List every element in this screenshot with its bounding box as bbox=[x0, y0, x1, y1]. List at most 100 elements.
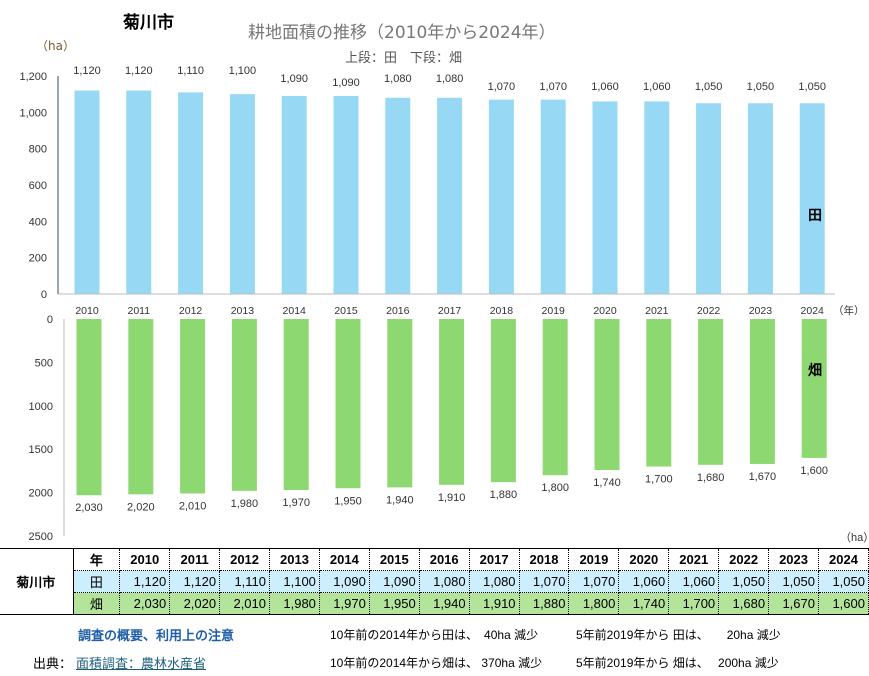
x-tick-label: 2013 bbox=[231, 305, 255, 317]
survey-notes-link[interactable]: 調査の概要、利用上の注意 bbox=[78, 629, 235, 644]
ta-cell: 1,110 bbox=[219, 570, 271, 593]
ha-data-label: 1,950 bbox=[334, 495, 362, 507]
ha-data-label: 1,670 bbox=[749, 471, 777, 483]
data-table: 菊川市年 2010 2011 2012 2013 2014 2015 2016 2017 2018… bbox=[0, 548, 869, 615]
ha-bar bbox=[801, 319, 827, 458]
year-cell: 2014 bbox=[319, 548, 370, 571]
ta-bar bbox=[592, 101, 618, 294]
ha-bar bbox=[76, 319, 102, 496]
ha-cell: 1,680 bbox=[718, 592, 770, 615]
note-ha-10y: 10年前の2014年から畑は、 370ha 減少 bbox=[330, 656, 543, 670]
ha-bar bbox=[335, 319, 361, 489]
ha-cell: 1,740 bbox=[618, 592, 670, 615]
ha-cell: 1,700 bbox=[668, 592, 720, 615]
ha-bar bbox=[387, 319, 413, 488]
ha-bar bbox=[180, 319, 206, 494]
y-tick-label: 0 bbox=[41, 289, 47, 301]
y-tick-label: 800 bbox=[29, 144, 47, 156]
legend-ha: 畑 bbox=[807, 362, 822, 378]
ta-cell: 1,070 bbox=[519, 570, 570, 593]
ta-data-label: 1,090 bbox=[280, 73, 308, 85]
x-tick-label: 2016 bbox=[386, 305, 410, 317]
ta-cell: 1,080 bbox=[419, 570, 470, 593]
ta-bar bbox=[126, 90, 152, 295]
x-tick-label: 2010 bbox=[75, 305, 99, 317]
ha-bar bbox=[231, 319, 257, 491]
ta-data-label: 1,070 bbox=[539, 81, 567, 93]
ta-cell: 1,060 bbox=[618, 570, 670, 593]
year-cell: 2018 bbox=[519, 548, 570, 571]
ta-cell: 1,050 bbox=[768, 570, 819, 593]
year-cell: 2024 bbox=[818, 548, 869, 571]
ha-data-label: 2,010 bbox=[179, 500, 207, 512]
table-city: 菊川市 bbox=[0, 548, 74, 615]
ha-cell: 1,600 bbox=[818, 592, 869, 615]
y-tick-label: 0 bbox=[47, 314, 53, 326]
y-tick-label: 1500 bbox=[29, 444, 53, 456]
ta-data-label: 1,120 bbox=[125, 65, 153, 77]
chart-subtitle: 上段：田 下段：畑 bbox=[345, 51, 463, 66]
ha-bar bbox=[749, 319, 775, 464]
ta-data-label: 1,050 bbox=[798, 81, 826, 93]
ta-bar bbox=[644, 101, 670, 294]
ta-data-label: 1,090 bbox=[332, 77, 360, 89]
ha-data-label: 2,030 bbox=[75, 502, 103, 514]
x-tick-label: 2014 bbox=[283, 305, 307, 317]
ta-bar bbox=[385, 97, 411, 294]
ha-cell: 1,910 bbox=[469, 592, 520, 615]
city-name: 菊川市 bbox=[123, 13, 174, 33]
ha-data-label: 2,020 bbox=[127, 501, 155, 513]
ha-data-label: 1,740 bbox=[593, 477, 621, 489]
chart-title: 耕地面積の推移（2010年から2024年） bbox=[248, 23, 556, 43]
year-cell: 2013 bbox=[269, 548, 320, 571]
ha-data-label: 1,910 bbox=[438, 492, 466, 504]
ta-cell: 1,050 bbox=[818, 570, 869, 593]
ha-cell: 1,670 bbox=[768, 592, 819, 615]
x-tick-label: 2024 bbox=[801, 305, 825, 317]
y-tick-label: 2000 bbox=[29, 488, 53, 500]
year-cell: 2023 bbox=[768, 548, 819, 571]
ta-cell: 1,050 bbox=[718, 570, 770, 593]
note-ha-5y: 5年前2019年から 畑は、 200ha 減少 bbox=[576, 656, 779, 670]
year-cell: 2019 bbox=[568, 548, 620, 571]
ha-cell: 2,030 bbox=[119, 592, 171, 615]
ta-data-label: 1,070 bbox=[488, 81, 516, 93]
y-tick-label: 200 bbox=[29, 253, 47, 265]
ha-row-label: 畑 bbox=[73, 592, 121, 615]
ha-cell: 2,020 bbox=[169, 592, 221, 615]
ta-cell: 1,070 bbox=[568, 570, 620, 593]
ta-cell: 1,100 bbox=[269, 570, 320, 593]
ta-data-label: 1,110 bbox=[177, 65, 204, 77]
note-ta-5y: 5年前2019年から 田は、 20ha 減少 bbox=[576, 628, 781, 642]
ha-data-label: 1,880 bbox=[490, 489, 518, 501]
x-tick-label: 2012 bbox=[179, 305, 203, 317]
year-cell: 2016 bbox=[419, 548, 470, 571]
source-link[interactable]: 面積調査：農林水産省 bbox=[76, 657, 207, 672]
legend-ta: 田 bbox=[808, 207, 822, 223]
ha-cell: 1,980 bbox=[269, 592, 320, 615]
ta-bar bbox=[488, 99, 514, 294]
ta-data-label: 1,120 bbox=[73, 65, 101, 77]
year-cell: 2012 bbox=[219, 548, 271, 571]
year-cell: 2017 bbox=[469, 548, 520, 571]
ha-bar bbox=[439, 319, 465, 485]
year-cell: 2011 bbox=[169, 548, 221, 571]
x-unit-label: （年） bbox=[833, 304, 865, 317]
chart: 0 200 400 600 800 1,000 1,200 1,120 2010 1,120 201… bbox=[19, 65, 869, 544]
ha-bar bbox=[283, 319, 309, 490]
ta-bar bbox=[540, 99, 566, 294]
y-tick-label: 500 bbox=[35, 357, 53, 369]
y-tick-label: 1000 bbox=[29, 401, 53, 413]
ta-data-label: 1,060 bbox=[643, 81, 671, 93]
y-tick-label: 1,200 bbox=[19, 71, 47, 83]
year-cell: 2022 bbox=[718, 548, 770, 571]
ha-data-label: 1,700 bbox=[645, 474, 673, 486]
ta-bar bbox=[229, 94, 255, 295]
ta-data-label: 1,080 bbox=[436, 73, 464, 85]
ha-cell: 1,880 bbox=[519, 592, 570, 615]
ta-cell: 1,090 bbox=[319, 570, 370, 593]
ha-cell: 1,940 bbox=[419, 592, 470, 615]
ta-bar bbox=[333, 95, 359, 294]
note-ta-10y: 10年前の2014年から田は、 40ha 減少 bbox=[330, 628, 539, 642]
ha-bar bbox=[490, 319, 516, 483]
